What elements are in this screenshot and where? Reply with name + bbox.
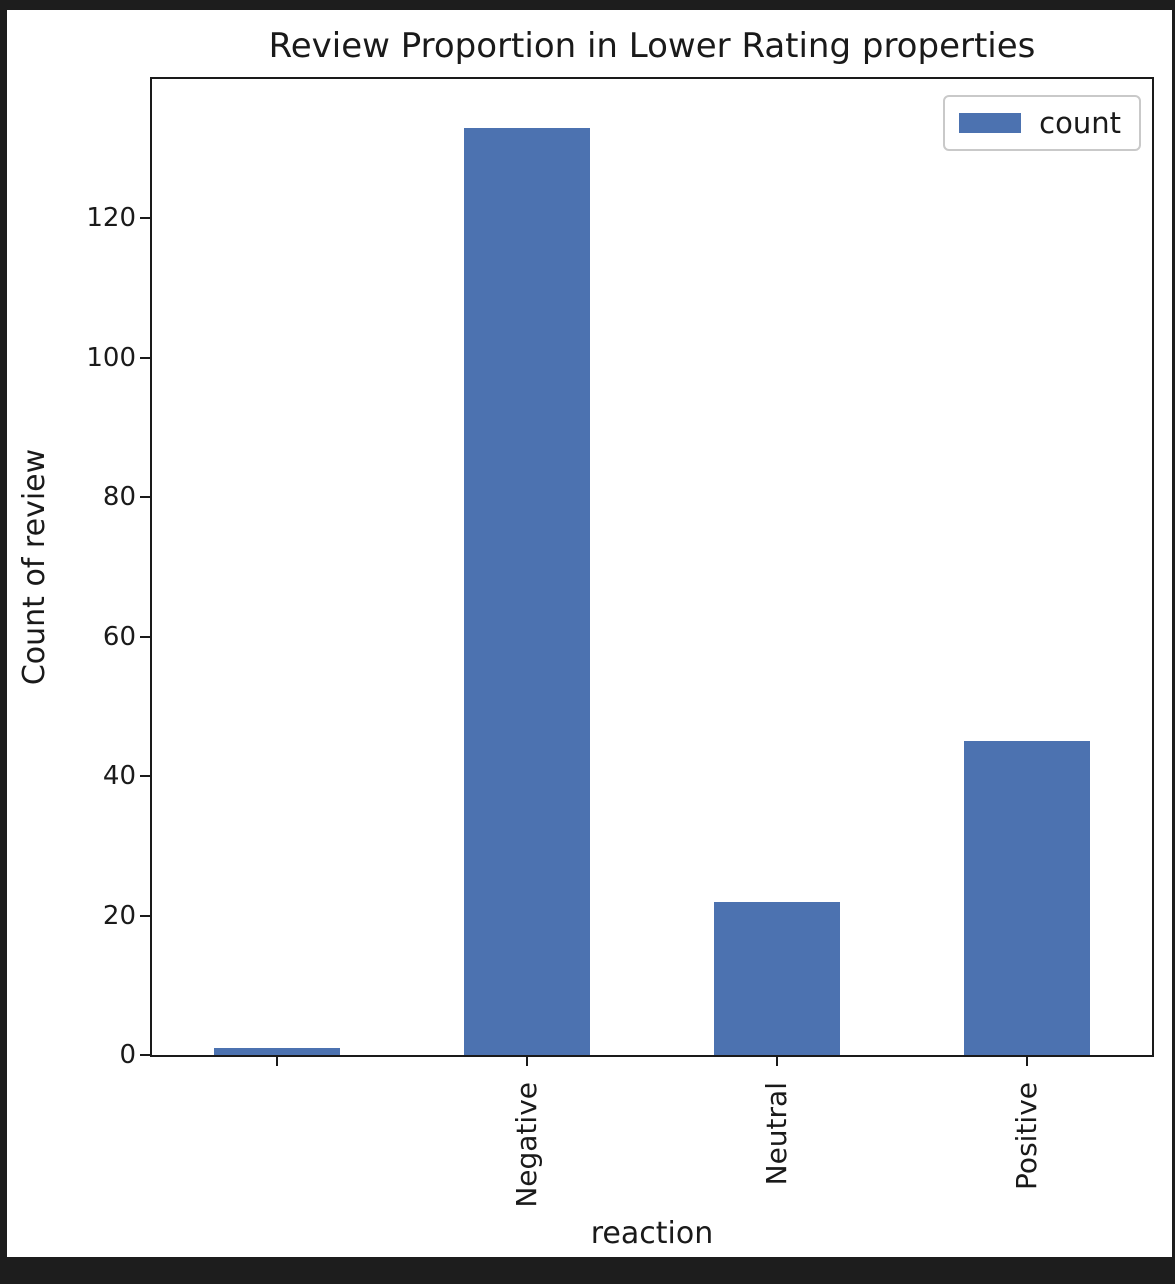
y-tick-label: 20 — [102, 900, 136, 931]
x-tick-label: Neutral — [760, 1082, 793, 1186]
y-tick-mark — [140, 217, 150, 220]
bar — [464, 127, 590, 1055]
y-tick-mark — [140, 635, 150, 638]
y-tick-mark — [140, 356, 150, 359]
bar — [214, 1048, 340, 1055]
x-tick-mark — [1026, 1057, 1028, 1066]
bar — [964, 741, 1090, 1055]
x-axis-label: reaction — [590, 1216, 714, 1251]
chart-title: Review Proportion in Lower Rating proper… — [268, 26, 1036, 66]
y-tick-label: 80 — [102, 482, 136, 513]
y-tick-mark — [140, 496, 150, 499]
figure: Review Proportion in Lower Rating proper… — [7, 10, 1172, 1257]
x-tick-mark — [526, 1057, 528, 1066]
legend: count — [943, 95, 1141, 151]
x-tick-mark — [776, 1057, 778, 1066]
x-tick-label: Negative — [510, 1082, 543, 1208]
plot-area: count 0 20 40 60 80 100 120 Negative Neutral Posi… — [86, 77, 1154, 1208]
bar — [714, 901, 840, 1055]
x-tick-label: Positive — [1010, 1082, 1043, 1190]
legend-swatch — [959, 113, 1022, 133]
y-tick-label: 60 — [102, 621, 136, 652]
legend-label: count — [1039, 106, 1121, 140]
y-tick-label: 120 — [86, 203, 136, 234]
y-axis-label: Count of review — [17, 448, 52, 686]
y-tick-mark — [140, 1054, 150, 1056]
y-tick-mark — [140, 775, 150, 778]
y-tick-mark — [140, 914, 150, 917]
y-tick-label: 40 — [102, 761, 136, 792]
y-tick-label: 0 — [119, 1040, 136, 1070]
y-tick-label: 100 — [86, 342, 136, 373]
x-tick-mark — [276, 1057, 278, 1066]
